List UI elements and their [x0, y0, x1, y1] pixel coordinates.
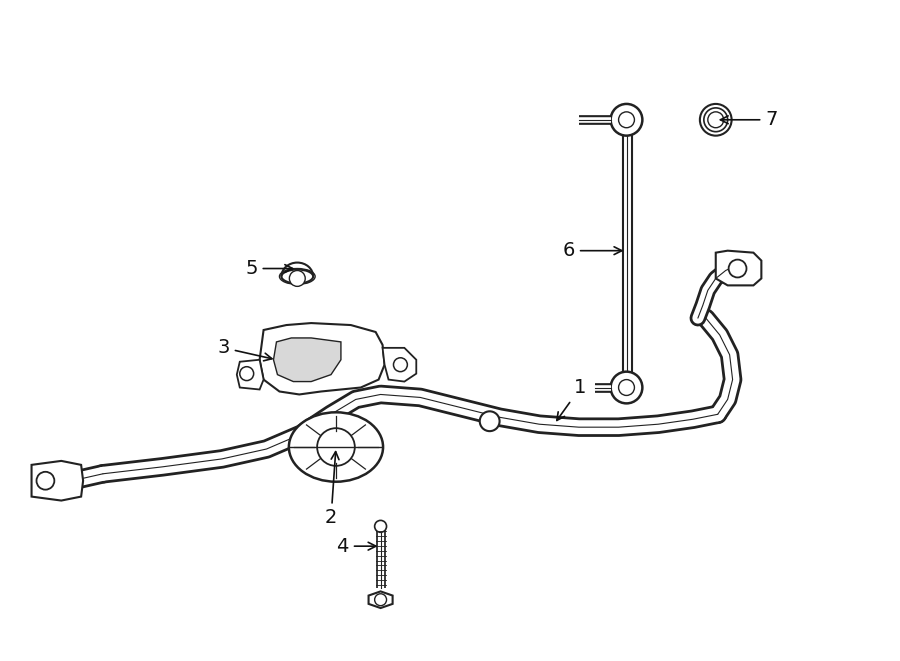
Circle shape [704, 108, 727, 132]
Circle shape [700, 104, 732, 136]
Polygon shape [274, 338, 341, 381]
Circle shape [610, 371, 643, 403]
Polygon shape [32, 461, 83, 500]
Text: 1: 1 [557, 379, 586, 420]
Polygon shape [716, 251, 761, 286]
Text: 5: 5 [245, 259, 292, 278]
Ellipse shape [282, 270, 313, 284]
Ellipse shape [289, 412, 383, 482]
Circle shape [37, 472, 54, 490]
Polygon shape [382, 348, 417, 381]
Text: 4: 4 [337, 537, 376, 556]
Circle shape [239, 367, 254, 381]
Circle shape [480, 411, 500, 431]
Polygon shape [259, 323, 384, 395]
Circle shape [618, 112, 634, 128]
Circle shape [393, 358, 408, 371]
Circle shape [610, 104, 643, 136]
Circle shape [618, 379, 634, 395]
Text: 3: 3 [218, 338, 272, 361]
Text: 7: 7 [720, 110, 778, 130]
Circle shape [729, 260, 746, 278]
Circle shape [374, 594, 386, 605]
Text: 2: 2 [325, 451, 339, 527]
Polygon shape [369, 592, 392, 608]
Text: 6: 6 [562, 241, 622, 260]
Circle shape [374, 520, 386, 532]
Circle shape [290, 270, 305, 286]
Circle shape [707, 112, 724, 128]
Polygon shape [237, 360, 264, 389]
Ellipse shape [317, 428, 355, 466]
